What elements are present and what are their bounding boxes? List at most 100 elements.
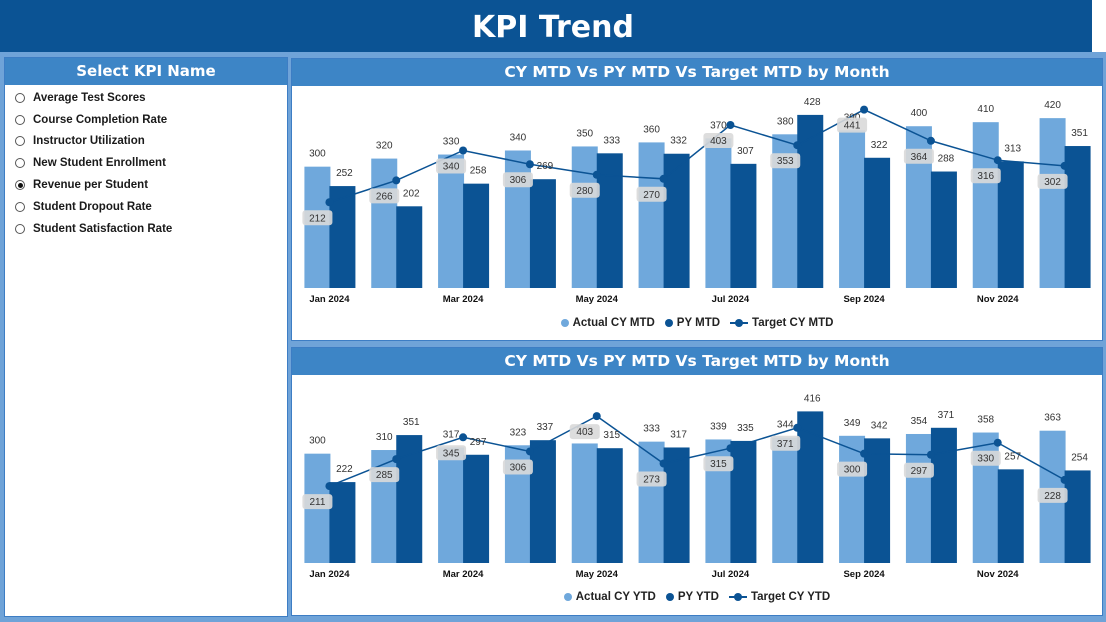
legend-item-actual[interactable]: Actual CY YTD xyxy=(563,591,656,603)
bar-actual xyxy=(438,447,465,563)
slicer-item-label: Instructor Utilization xyxy=(33,135,145,148)
target-label-box xyxy=(1037,487,1068,503)
data-label-actual: 354 xyxy=(911,416,928,427)
slicer-item-new-student-enrollment[interactable]: New Student Enrollment xyxy=(5,152,287,174)
data-label-target: 266 xyxy=(376,191,393,202)
x-tick-label: Mar 2024 xyxy=(443,294,484,305)
data-label-actual: 400 xyxy=(911,108,928,119)
data-label-py: 428 xyxy=(804,97,821,108)
data-label-target: 441 xyxy=(844,121,861,132)
slicer-item-student-dropout-rate[interactable]: Student Dropout Rate xyxy=(5,196,287,218)
legend-dot-py xyxy=(664,319,673,327)
target-label-box xyxy=(436,158,467,174)
legend-item-target[interactable]: Target CY MTD xyxy=(730,317,833,329)
data-label-target: 315 xyxy=(710,459,727,470)
data-label-target: 285 xyxy=(376,470,393,481)
x-tick-label: Mar 2024 xyxy=(443,569,484,580)
data-label-py: 335 xyxy=(737,423,754,434)
slicer-item-student-satisfaction-rate[interactable]: Student Satisfaction Rate xyxy=(5,218,287,240)
bar-py xyxy=(529,179,556,288)
target-point xyxy=(726,121,735,130)
bar-actual xyxy=(839,130,866,288)
slicer-title: Select KPI Name xyxy=(5,58,287,85)
target-label-box xyxy=(502,459,533,475)
data-label-py: 317 xyxy=(670,429,687,440)
legend-dot-actual xyxy=(563,593,572,601)
data-label-py: 351 xyxy=(1071,128,1088,139)
bar-actual xyxy=(772,437,799,563)
bar-py xyxy=(864,438,891,563)
x-tick-label: Jul 2024 xyxy=(712,294,750,305)
data-label-py: 322 xyxy=(871,140,888,151)
target-label-box xyxy=(369,188,400,204)
bar-actual xyxy=(839,435,866,563)
target-line-group xyxy=(325,412,1069,491)
data-label-target: 345 xyxy=(443,448,460,459)
radio-icon[interactable] xyxy=(15,223,25,234)
kpi-slicer: Select KPI Name Average Test Scores Cours… xyxy=(4,57,288,617)
bar-actual xyxy=(1039,118,1066,288)
target-point xyxy=(592,170,601,179)
legend-item-py[interactable]: PY YTD xyxy=(665,591,719,603)
target-label-box xyxy=(770,435,801,451)
bar-py xyxy=(463,183,490,288)
data-label-target: 306 xyxy=(510,175,527,186)
radio-icon[interactable] xyxy=(15,158,25,169)
legend-line-target xyxy=(730,319,749,327)
bar-py xyxy=(930,171,957,288)
data-label-py: 313 xyxy=(1004,143,1021,154)
x-tick-label: Jan 2024 xyxy=(309,294,350,305)
data-label-py: 252 xyxy=(336,168,353,179)
target-point xyxy=(592,412,601,421)
page-title: KPI Trend xyxy=(472,10,634,45)
target-label-box xyxy=(903,148,934,164)
target-point xyxy=(459,146,468,155)
data-label-target: 403 xyxy=(576,427,593,438)
target-label-box xyxy=(703,456,734,472)
radio-icon[interactable] xyxy=(15,136,25,147)
data-label-actual: 358 xyxy=(977,415,994,426)
radio-icon[interactable] xyxy=(15,201,25,212)
slicer-item-instructor-utilization[interactable]: Instructor Utilization xyxy=(5,131,287,153)
chart-title-mtd: CY MTD Vs PY MTD Vs Target MTD by Month xyxy=(292,59,1102,86)
legend-label: Target CY MTD xyxy=(752,317,834,329)
target-line-group xyxy=(325,105,1069,207)
target-label-box xyxy=(569,424,600,440)
data-label-actual: 344 xyxy=(777,420,794,431)
chart-legend-mtd: Actual CY MTD PY MTD Target CY MTD xyxy=(292,317,1102,329)
bar-py xyxy=(396,206,423,288)
target-label-box xyxy=(436,445,467,461)
legend-item-actual[interactable]: Actual CY MTD xyxy=(560,317,655,329)
target-label-box xyxy=(369,467,400,483)
data-label-target: 353 xyxy=(777,156,794,167)
radio-icon[interactable] xyxy=(15,92,25,103)
data-label-target: 297 xyxy=(911,466,928,477)
slicer-item-label: Student Satisfaction Rate xyxy=(33,222,173,235)
bar-py xyxy=(797,411,824,563)
radio-icon[interactable] xyxy=(15,180,25,191)
data-label-actual: 339 xyxy=(710,421,727,432)
target-label-box xyxy=(636,186,667,202)
data-label-actual: 317 xyxy=(443,429,460,440)
legend-item-target[interactable]: Target CY YTD xyxy=(728,591,830,603)
slicer-item-revenue-per-student[interactable]: Revenue per Student xyxy=(5,174,287,196)
target-label-box xyxy=(970,450,1001,466)
data-label-target: 270 xyxy=(643,190,660,201)
data-label-target: 280 xyxy=(576,186,593,197)
bar-actual xyxy=(705,138,732,288)
x-tick-label: May 2024 xyxy=(576,294,619,305)
bar-py xyxy=(596,448,623,563)
data-label-py: 315 xyxy=(603,430,620,441)
legend-dot-py xyxy=(665,593,674,601)
target-point xyxy=(793,423,802,432)
data-label-py: 351 xyxy=(403,417,420,428)
data-label-py: 333 xyxy=(603,135,620,146)
data-label-py: 371 xyxy=(938,410,955,421)
radio-icon[interactable] xyxy=(15,114,25,125)
slicer-item-average-test-scores[interactable]: Average Test Scores xyxy=(5,87,287,109)
slicer-item-label: New Student Enrollment xyxy=(33,157,166,170)
legend-item-py[interactable]: PY MTD xyxy=(664,317,720,329)
data-label-target: 273 xyxy=(643,475,660,486)
x-tick-label: Nov 2024 xyxy=(977,569,1019,580)
slicer-item-course-completion-rate[interactable]: Course Completion Rate xyxy=(5,109,287,131)
